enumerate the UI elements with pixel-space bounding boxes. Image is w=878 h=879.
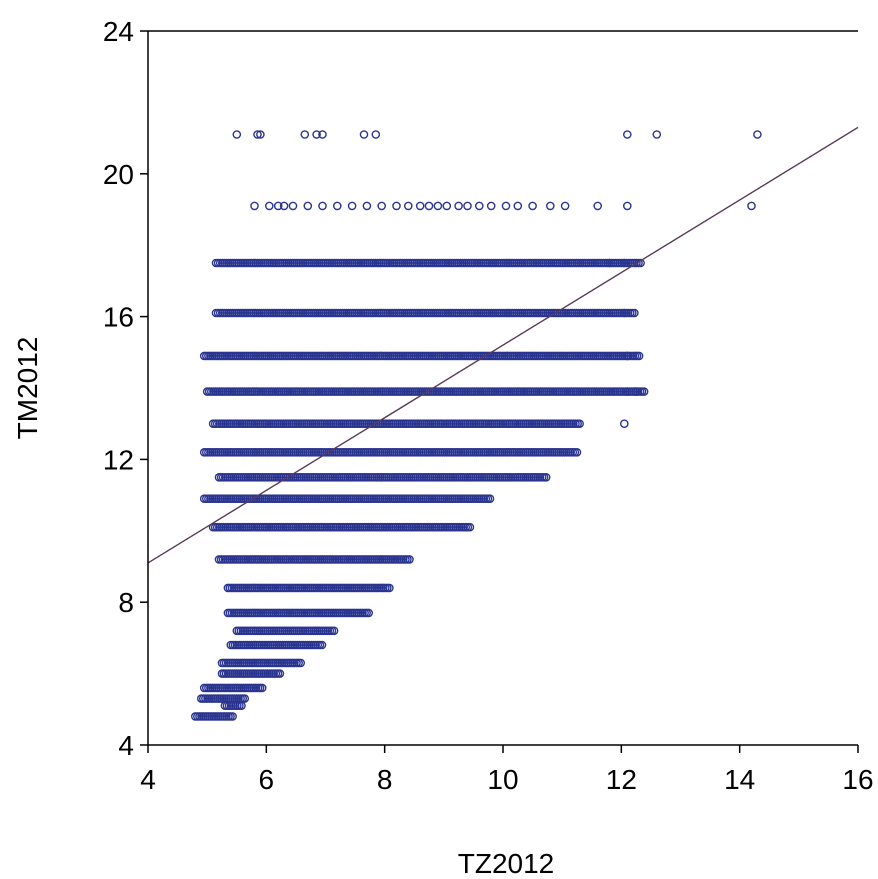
data-point xyxy=(415,201,425,211)
x-tick-label: 10 xyxy=(487,764,518,795)
data-point xyxy=(318,201,327,211)
data-point xyxy=(572,447,582,457)
data-point xyxy=(332,201,342,211)
data-point xyxy=(279,201,289,211)
data-point xyxy=(392,201,401,211)
data-point xyxy=(747,201,756,211)
data-point xyxy=(253,130,262,139)
data-point xyxy=(620,258,629,268)
data-point xyxy=(623,201,632,211)
data-point xyxy=(623,130,632,139)
data-points xyxy=(190,130,762,721)
data-point xyxy=(256,130,265,139)
data-point xyxy=(250,201,259,211)
y-tick-label: 12 xyxy=(103,444,134,475)
data-point xyxy=(273,201,283,211)
data-point xyxy=(486,201,496,211)
y-tick-label: 16 xyxy=(103,302,134,333)
data-point xyxy=(623,387,632,396)
data-point xyxy=(403,201,413,211)
y-tick-label: 4 xyxy=(118,730,134,761)
data-point xyxy=(593,201,603,211)
data-point xyxy=(546,201,555,211)
data-point xyxy=(318,130,327,139)
data-point xyxy=(575,419,584,429)
data-point xyxy=(364,608,374,618)
data-point xyxy=(652,130,662,139)
regression-line xyxy=(147,126,859,564)
data-point xyxy=(275,669,285,678)
data-point xyxy=(377,201,387,211)
data-point xyxy=(424,201,434,211)
data-point xyxy=(442,201,452,211)
data-point xyxy=(474,201,484,211)
data-point xyxy=(312,130,321,139)
data-point xyxy=(620,308,629,318)
data-point xyxy=(264,201,274,211)
data-point xyxy=(454,201,463,211)
data-point xyxy=(362,201,372,211)
data-point xyxy=(347,201,357,211)
data-point xyxy=(371,130,381,139)
x-tick-label: 6 xyxy=(259,764,275,795)
data-point xyxy=(634,351,644,361)
data-point xyxy=(631,387,641,396)
data-point xyxy=(753,130,762,139)
data-point xyxy=(385,583,394,593)
data-point xyxy=(257,683,267,693)
data-point xyxy=(405,555,414,564)
data-point xyxy=(501,201,511,211)
x-tick-label: 4 xyxy=(140,764,156,795)
data-point xyxy=(623,351,632,361)
data-point xyxy=(541,472,551,482)
data-point xyxy=(237,701,246,711)
data-point xyxy=(630,308,639,318)
data-point xyxy=(228,712,237,721)
data-point xyxy=(240,694,249,703)
x-axis-title: TZ2012 xyxy=(458,848,555,879)
y-axis-title: TM2012 xyxy=(12,337,43,440)
data-point xyxy=(560,201,570,211)
y-tick-label: 24 xyxy=(103,16,134,47)
data-point xyxy=(485,494,495,504)
y-tick-label: 8 xyxy=(118,587,134,618)
x-tick-label: 8 xyxy=(377,764,393,795)
data-point xyxy=(359,130,369,139)
ticks: 4 6 8 10 12 14 16 4 8 12 16 20 24 xyxy=(103,16,874,795)
data-point xyxy=(639,387,649,396)
data-point xyxy=(433,201,443,211)
data-point xyxy=(465,522,475,532)
data-point xyxy=(317,640,327,650)
data-point xyxy=(296,658,306,668)
data-point xyxy=(620,419,629,429)
data-point xyxy=(513,201,523,211)
data-point xyxy=(288,201,298,211)
x-tick-label: 16 xyxy=(842,764,873,795)
data-point xyxy=(303,201,313,211)
data-point xyxy=(232,130,242,139)
x-tick-label: 12 xyxy=(606,764,637,795)
data-point xyxy=(329,626,339,636)
y-tick-label: 20 xyxy=(103,159,134,190)
data-point xyxy=(300,130,310,139)
data-point xyxy=(528,201,537,211)
data-point xyxy=(463,201,472,211)
data-point xyxy=(605,258,614,268)
x-tick-label: 14 xyxy=(724,764,755,795)
